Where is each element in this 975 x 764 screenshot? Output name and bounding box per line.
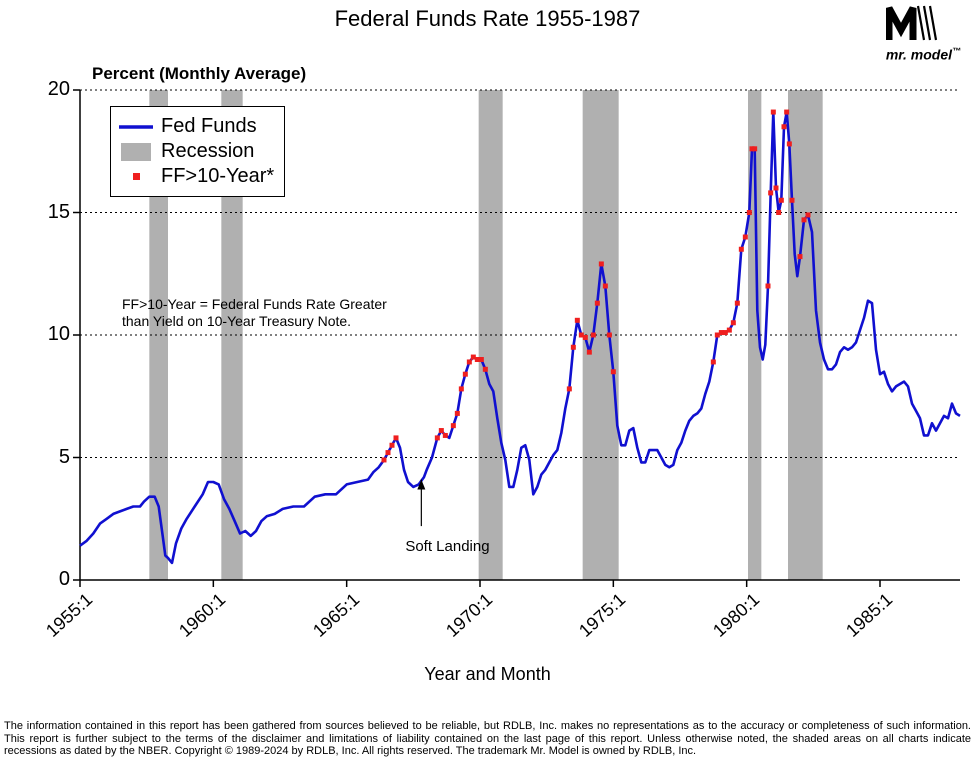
legend-label: Fed Funds: [161, 115, 257, 138]
y-tick-label: 10: [20, 323, 70, 346]
legend: Fed Funds Recession FF>10-Year*: [110, 106, 285, 197]
y-tick-label: 5: [20, 446, 70, 469]
disclaimer: The information contained in this report…: [4, 720, 971, 758]
y-tick-label: 0: [20, 568, 70, 591]
y-tick-label: 15: [20, 201, 70, 224]
chart-note: FF>10-Year = Federal Funds Rate Greater …: [122, 296, 387, 331]
annotation-soft-landing: Soft Landing: [405, 538, 489, 555]
legend-item-ff10y: FF>10-Year*: [119, 165, 274, 188]
legend-item-recession: Recession: [119, 140, 274, 163]
legend-item-fedfunds: Fed Funds: [119, 115, 274, 138]
legend-label: Recession: [161, 140, 254, 163]
y-tick-label: 20: [20, 78, 70, 101]
x-axis-label: Year and Month: [0, 664, 975, 685]
legend-label: FF>10-Year*: [161, 165, 274, 188]
chart-subtitle: Percent (Monthly Average): [92, 64, 306, 84]
